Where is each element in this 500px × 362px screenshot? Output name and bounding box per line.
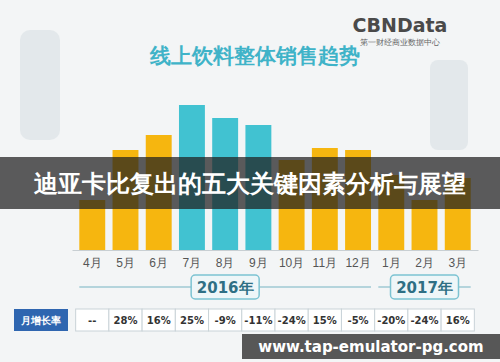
x-tick-label: 11月 — [313, 256, 337, 270]
growth-cell — [76, 309, 109, 331]
year-box — [191, 275, 259, 299]
growth-value: 16% — [446, 315, 470, 326]
x-tick: 1月 — [382, 250, 401, 270]
x-tick: 8月 — [216, 250, 235, 270]
growth-cell — [109, 309, 142, 331]
growth-cell — [142, 309, 175, 331]
banner — [0, 157, 500, 209]
x-tick-label: 3月 — [448, 256, 467, 270]
banner-text: 迪亚卡比复出的五大关键因素分析与展望 — [34, 170, 466, 198]
growth-cell — [175, 309, 208, 331]
x-axis: 4月 5月 6月 7月 8月 9月 10月 11月 12月 1月 2月 3月 — [73, 250, 479, 270]
logo-subtitle: 第一财经商业数据中心 — [360, 38, 440, 47]
growth-cell — [408, 309, 441, 331]
background — [0, 0, 500, 362]
x-tick: 11月 — [313, 250, 337, 270]
x-tick-label: 1月 — [382, 256, 401, 270]
growth-cell — [308, 309, 341, 331]
x-tick-label: 6月 — [149, 256, 168, 270]
title: 线上饮料整体销售趋势 — [149, 44, 360, 68]
growth-value: -20% — [377, 315, 405, 326]
year-group: 2016年 — [79, 275, 371, 299]
growth-cell — [242, 309, 275, 331]
x-tick-label: 5月 — [116, 256, 135, 270]
growth-value: 16% — [147, 315, 171, 326]
growth-row: 月增长率 -- 28% 16% 25% -9% -11% -24% 15% -5% -20% -24%… — [14, 309, 474, 331]
growth-cell — [341, 309, 374, 331]
x-axis-line — [73, 250, 479, 251]
logo: CBNData — [353, 14, 448, 36]
x-tick: 12月 — [345, 250, 370, 270]
year-box — [391, 275, 459, 299]
x-tick-label: 4月 — [83, 256, 102, 270]
growth-value: -24% — [410, 315, 438, 326]
x-tick-label: 10月 — [279, 256, 304, 270]
x-tick: 9月 — [249, 250, 268, 270]
growth-cell — [375, 309, 408, 331]
growth-header: 月增长率 — [20, 315, 61, 326]
growth-value: -9% — [215, 315, 236, 326]
year-group: 2017年 — [378, 275, 470, 299]
growth-value: 15% — [313, 315, 337, 326]
growth-value: -5% — [347, 315, 368, 326]
x-tick: 7月 — [183, 250, 202, 270]
chart: 线上饮料整体销售趋势 CBNData 第一财经商业数据中心 4月 5月 6月 7月 8月 9月 1… — [0, 0, 500, 362]
x-tick-label: 7月 — [183, 256, 202, 270]
x-tick: 5月 — [116, 250, 135, 270]
growth-cell — [275, 309, 308, 331]
year-label: 2016年 — [197, 279, 254, 297]
growth-value: -- — [88, 315, 96, 326]
growth-header-cell — [14, 309, 68, 331]
x-tick: 2月 — [415, 250, 434, 270]
x-tick-label: 12月 — [345, 256, 370, 270]
growth-value: 25% — [180, 315, 204, 326]
x-tick: 10月 — [279, 250, 304, 270]
x-tick-label: 2月 — [415, 256, 434, 270]
x-tick: 4月 — [83, 250, 102, 270]
x-tick-label: 8月 — [216, 256, 235, 270]
growth-value: 28% — [114, 315, 138, 326]
x-tick: 3月 — [448, 250, 467, 270]
growth-value: -11% — [244, 315, 272, 326]
year-label: 2017年 — [396, 279, 453, 297]
growth-cell — [441, 309, 474, 331]
watermark-box — [242, 334, 500, 359]
watermark: www.tap-emulator-pg.com — [258, 338, 483, 356]
x-tick-label: 9月 — [249, 256, 268, 270]
growth-value: -24% — [278, 315, 306, 326]
growth-cell — [209, 309, 242, 331]
x-tick: 6月 — [149, 250, 168, 270]
decoration — [20, 30, 468, 150]
